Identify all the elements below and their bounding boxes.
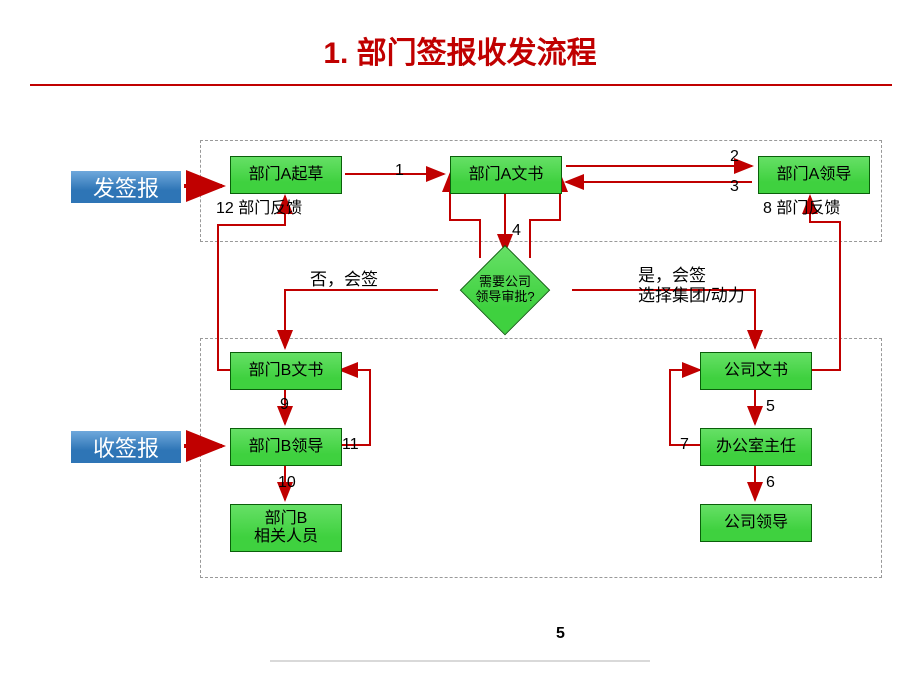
page-number: 5 [556,625,565,643]
label-12: 12 部门反馈 [216,200,302,218]
label-no: 否，会签 [310,270,378,290]
label-7: 7 [680,436,689,454]
node-a-lead: 部门A领导 [758,156,870,194]
label-8: 8 部门反馈 [763,200,840,218]
footer-rule [270,660,650,662]
label-6: 6 [766,474,775,492]
node-b-staff: 部门B 相关人员 [230,504,342,552]
decision-label: 需要公司 领导审批? [440,255,570,325]
node-b-lead: 部门B领导 [230,428,342,466]
node-co-doc: 公司文书 [700,352,812,390]
label-4: 4 [512,222,521,240]
label-2: 2 [730,148,739,166]
label-10: 10 [278,474,296,492]
label-yes: 是，会签 选择集团/动力 [638,266,745,305]
node-a-draft: 部门A起草 [230,156,342,194]
decision-diamond: 需要公司 领导审批? [440,255,570,325]
label-3: 3 [730,178,739,196]
label-5: 5 [766,398,775,416]
node-office: 办公室主任 [700,428,812,466]
node-b-doc: 部门B文书 [230,352,342,390]
arrow-layer [0,0,920,690]
label-9: 9 [280,396,289,414]
node-co-lead: 公司领导 [700,504,812,542]
label-1: 1 [395,162,404,180]
node-a-doc: 部门A文书 [450,156,562,194]
label-11: 11 [342,436,359,454]
